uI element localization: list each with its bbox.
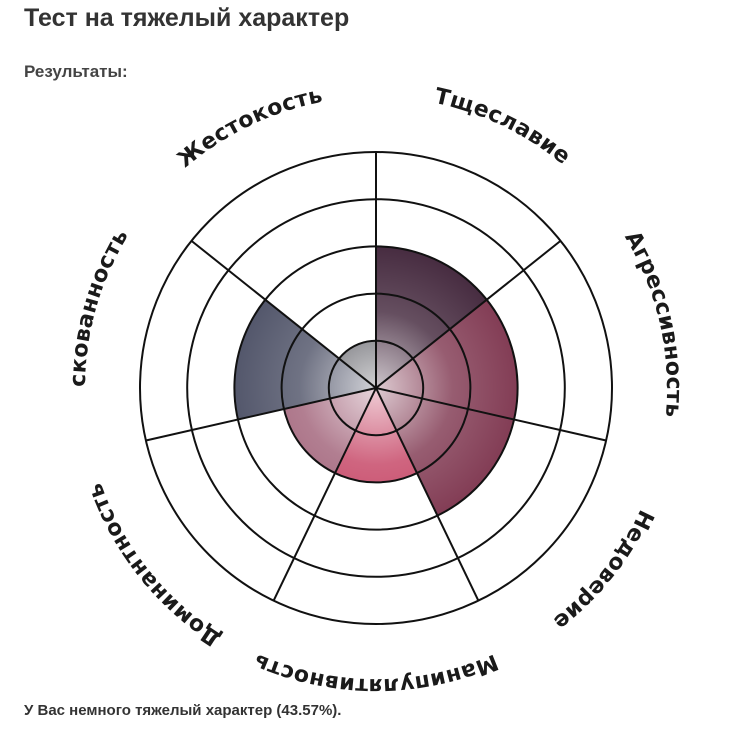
result-summary: У Вас немного тяжелый характер (43.57%). — [24, 702, 342, 719]
page-title: Тест на тяжелый характер — [24, 4, 350, 32]
category-label: Манипулятивность — [250, 648, 502, 698]
grid-spoke — [375, 387, 480, 602]
sector-2 — [376, 299, 518, 420]
category-label: Жестокость — [173, 83, 325, 173]
category-label: Доминантность — [83, 480, 226, 652]
sector-1 — [376, 246, 487, 388]
grid-spoke — [375, 387, 607, 442]
sector-6 — [234, 299, 376, 420]
sector-7 — [339, 340, 376, 388]
category-labels: Тщеславие Агрессивность Недоверие Манипулят… — [0, 0, 686, 698]
grid-spoke — [145, 387, 377, 442]
category-label: Рискованность — [0, 0, 134, 387]
category-label: Агрессивность — [619, 227, 686, 419]
chart-grid-spokes — [145, 152, 607, 602]
grid-spoke — [375, 240, 562, 389]
category-label: Тщеславие — [432, 84, 575, 170]
grid-spoke — [272, 387, 377, 602]
category-label: Недоверие — [548, 506, 658, 635]
grid-spoke — [190, 240, 377, 389]
results-heading: Результаты: — [24, 62, 128, 81]
